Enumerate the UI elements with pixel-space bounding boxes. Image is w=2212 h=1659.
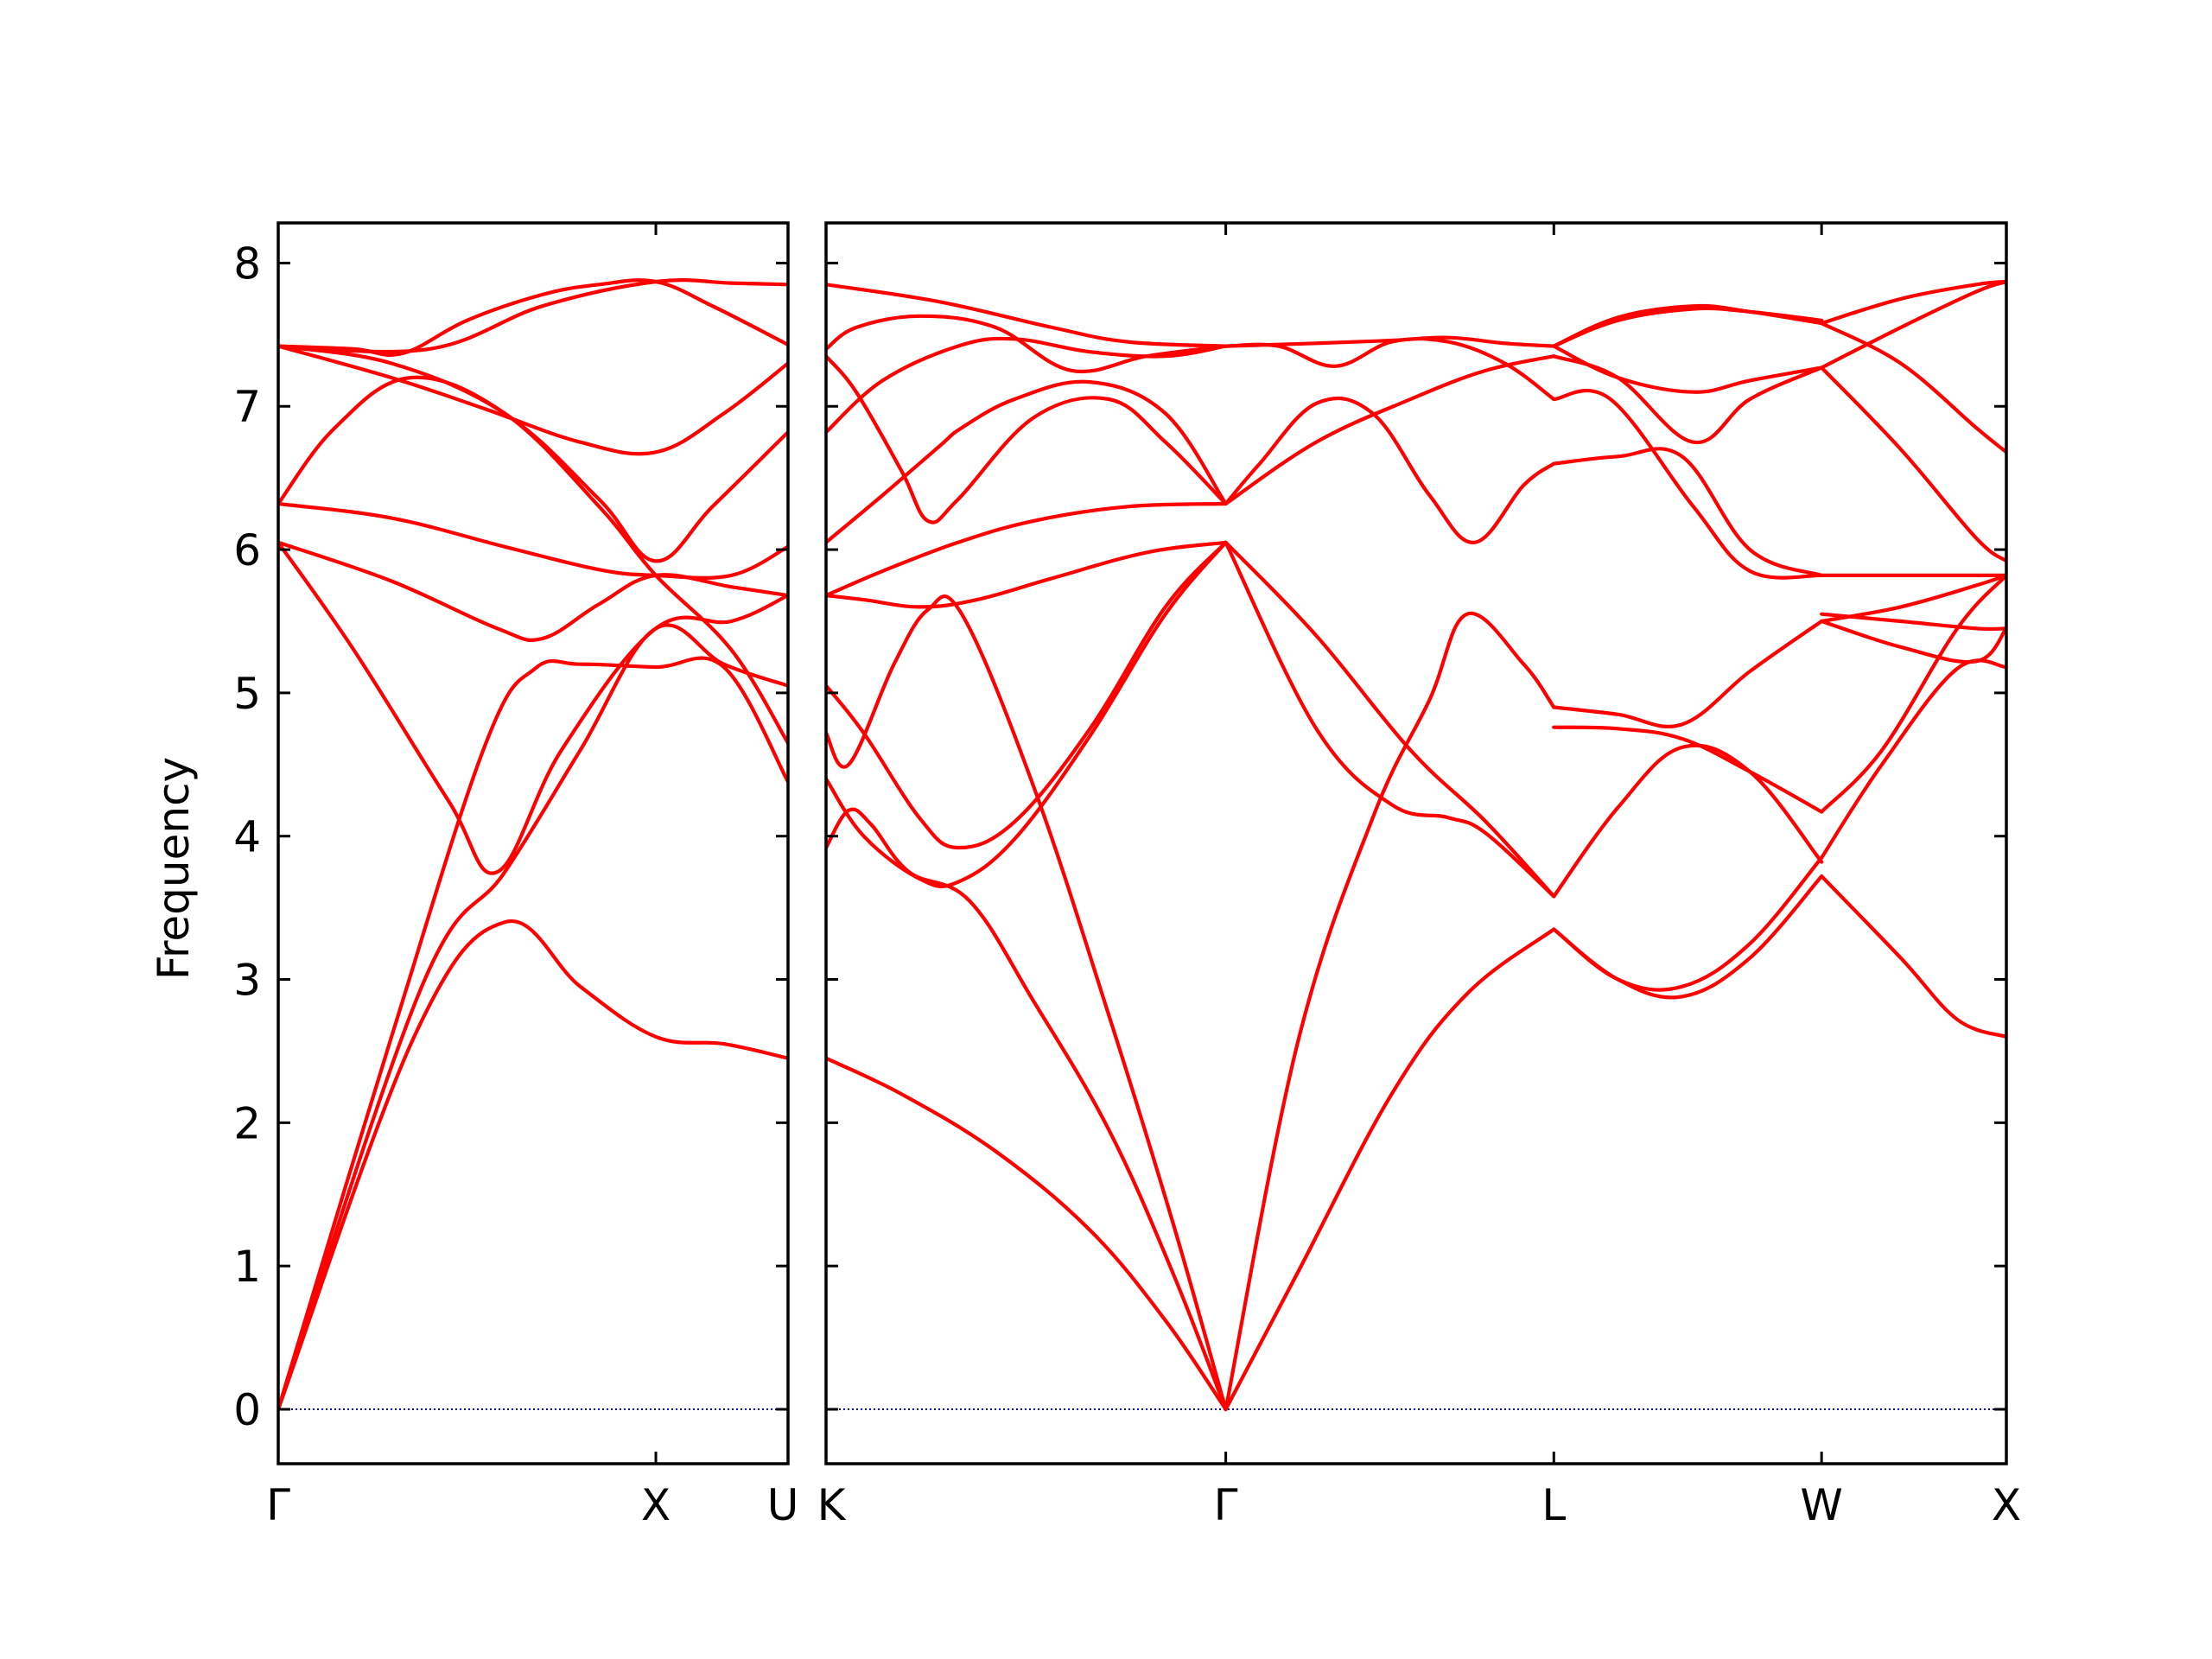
band-line (1224, 540, 1556, 899)
band-line (826, 807, 1228, 1412)
band-line (1820, 279, 2006, 370)
band-line (1820, 279, 2006, 326)
band-line (826, 594, 1228, 1412)
band-line (278, 540, 788, 643)
y-tick-label: 4 (233, 812, 261, 862)
band-line (826, 1056, 1228, 1412)
x-tick-label: K (817, 1480, 847, 1530)
x-tick-label: L (1541, 1480, 1566, 1530)
y-tick-label: 6 (233, 525, 261, 575)
x-tick-label: U (767, 1480, 799, 1530)
x-tick-label: Γ (266, 1480, 290, 1530)
band-line (1224, 611, 1556, 1412)
x-tick-label: Γ (1214, 1480, 1238, 1530)
y-tick-label: 8 (233, 238, 261, 289)
y-tick-label: 0 (233, 1385, 261, 1435)
band-line (1552, 344, 1824, 394)
band-line (826, 379, 1228, 544)
band-line (1820, 573, 2006, 814)
band-line (278, 344, 788, 563)
band-line (1224, 540, 1556, 899)
panel-left: 0 1 2 3 4 5 6 7 8 Γ X U (233, 221, 799, 1530)
x-tick-label: X (1992, 1480, 2021, 1530)
y-tick-label: 1 (233, 1242, 261, 1292)
x-tick-label: X (641, 1480, 671, 1530)
band-line (1552, 303, 1824, 348)
band-line (1224, 335, 1556, 348)
band-line (826, 540, 1228, 609)
x-tick-label: W (1800, 1480, 1842, 1530)
band-line (826, 540, 1228, 889)
band-line (1224, 354, 1556, 506)
band-line (826, 501, 1228, 598)
band-line (278, 375, 788, 745)
band-line (826, 354, 1228, 524)
band-line (1552, 743, 1824, 899)
band-line (278, 344, 788, 456)
band-line (1820, 874, 2006, 1039)
band-line (278, 623, 788, 1412)
band-line (1820, 365, 2006, 563)
band-line (1820, 321, 2006, 454)
band-line (278, 278, 788, 354)
band-line (1224, 927, 1556, 1412)
axes-frame (824, 221, 2008, 1465)
y-tick-label: 5 (233, 669, 261, 719)
band-line (1552, 874, 1824, 1000)
band-line (278, 918, 788, 1412)
band-line (1552, 619, 1824, 729)
y-tick-label: 7 (233, 382, 261, 432)
band-line (826, 540, 1228, 850)
band-line (1552, 447, 1824, 577)
band-line (1820, 619, 2006, 664)
band-line (1552, 389, 1824, 580)
band-line (1820, 612, 2006, 632)
band-line (1552, 725, 1824, 814)
y-tick-label: 2 (233, 1098, 261, 1148)
band-line (1224, 396, 1556, 544)
y-tick-label: 3 (233, 956, 261, 1006)
axes-frame (276, 221, 790, 1465)
band-line (826, 314, 1228, 374)
y-axis-label: Frequency (149, 757, 199, 980)
band-line (278, 501, 788, 580)
band-line (278, 656, 788, 1412)
band-line (826, 283, 1228, 348)
